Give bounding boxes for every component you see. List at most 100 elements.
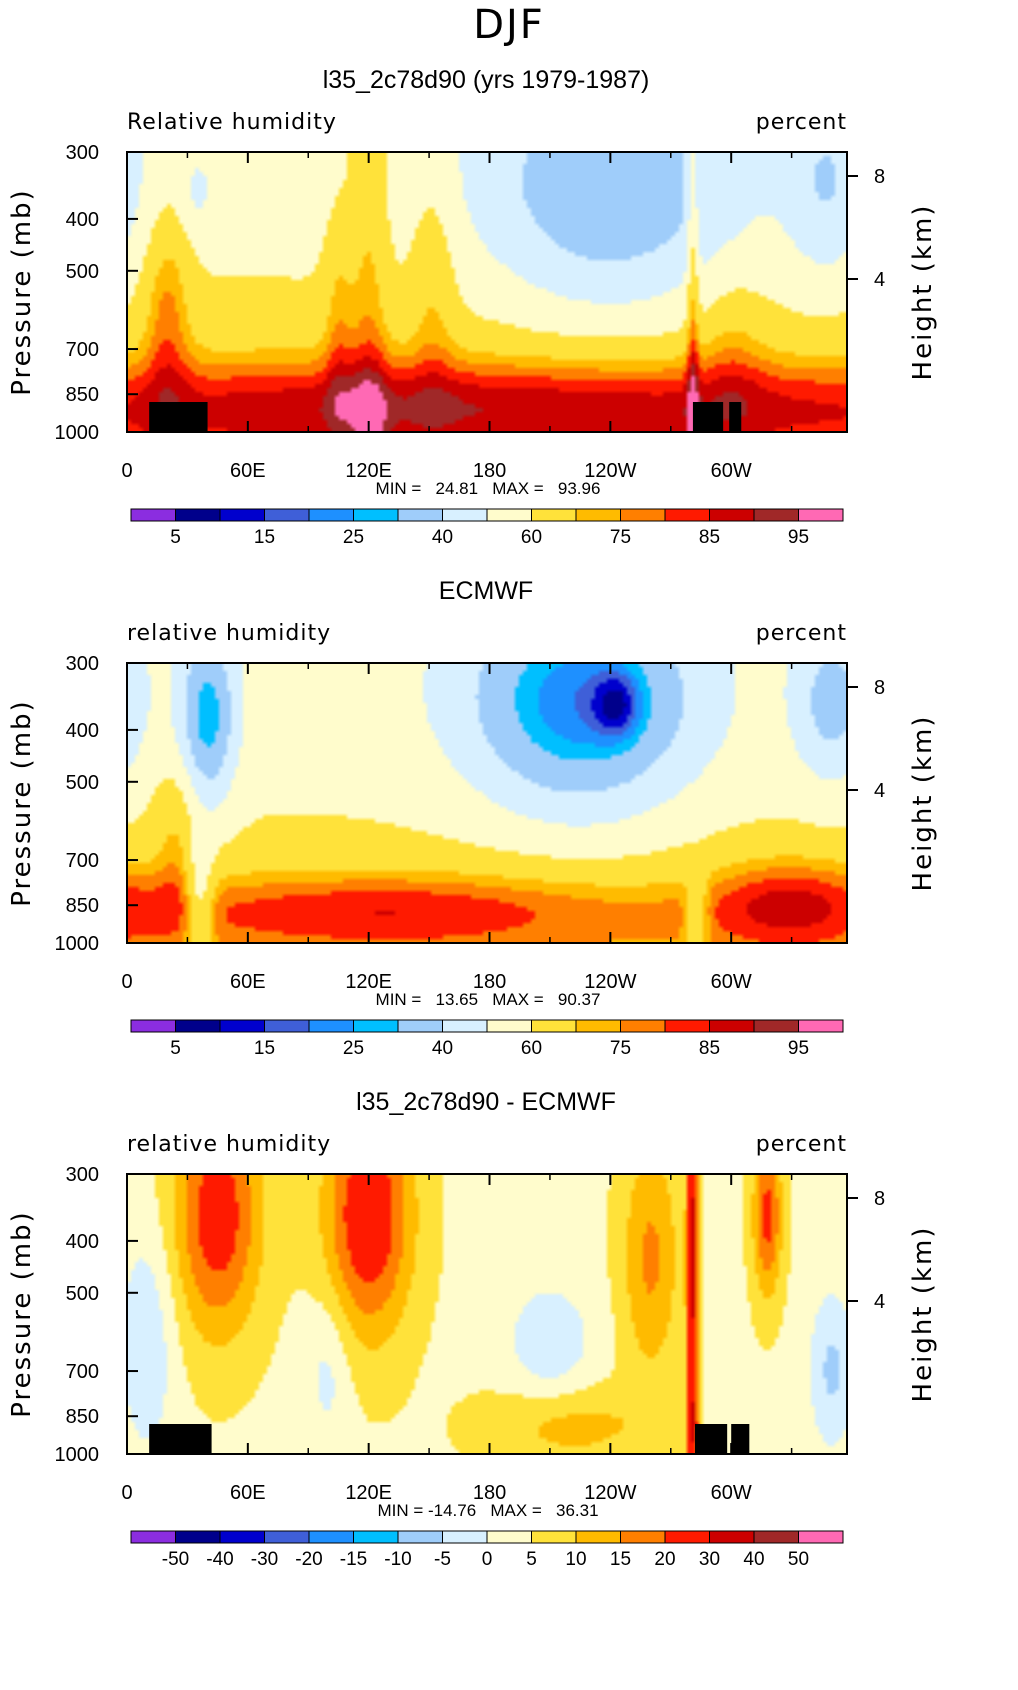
colorbar-swatch: [397, 1019, 443, 1033]
xtick-label: 120E: [345, 1482, 392, 1504]
ytick-right-label: 4: [874, 1291, 885, 1313]
xtick-label: 180: [473, 971, 506, 993]
ytick-label: 300: [66, 142, 99, 164]
colorbar-swatch: [486, 1530, 532, 1544]
colorbar-swatch: [575, 1019, 621, 1033]
topography-block: [694, 1424, 728, 1454]
colorbar-label: 5: [526, 1549, 537, 1570]
colorbar-label: 85: [699, 527, 720, 548]
colorbar-label: 15: [254, 527, 275, 548]
colorbar-swatch: [709, 508, 755, 522]
plot-frame: [126, 662, 848, 944]
colorbar-swatch: [620, 1530, 666, 1544]
colorbar-label: 40: [432, 527, 453, 548]
topography-block: [692, 402, 724, 432]
xtick-label: 60W: [711, 460, 752, 482]
ytick-label: 1000: [55, 422, 100, 444]
colorbar-swatch: [130, 1530, 176, 1544]
colorbar-swatch: [709, 1530, 755, 1544]
xtick-label: 0: [121, 460, 132, 482]
xtick-label: 60E: [230, 460, 266, 482]
colorbar-label: -20: [295, 1549, 322, 1570]
colorbar-swatch: [531, 1019, 577, 1033]
colorbar-swatch: [753, 1530, 799, 1544]
colorbar-label: 75: [610, 1038, 631, 1059]
xtick-label: 60E: [230, 1482, 266, 1504]
xtick-label: 60E: [230, 971, 266, 993]
xtick-label: 0: [121, 971, 132, 993]
field-label: Relative humidity: [127, 110, 337, 135]
topography-block: [149, 1424, 212, 1454]
colorbar-swatch: [798, 1019, 844, 1033]
colorbar-label: -10: [384, 1549, 411, 1570]
stats-label: MIN = 24.81 MAX = 93.96: [376, 479, 601, 498]
ytick-label: 300: [66, 1164, 99, 1186]
ytick-label: 1000: [55, 1444, 100, 1466]
ytick-label: 400: [66, 720, 99, 742]
colorbar-swatch: [219, 1530, 265, 1544]
colorbar-swatch: [664, 508, 710, 522]
colorbar-label: 30: [699, 1549, 720, 1570]
colorbar-swatch: [531, 1530, 577, 1544]
colorbar-swatch: [397, 1530, 443, 1544]
xtick-label: 60W: [711, 971, 752, 993]
xtick-label: 120W: [584, 971, 636, 993]
ytick-label: 500: [66, 1283, 99, 1305]
ytick-right-label: 4: [874, 269, 885, 291]
topography-block: [149, 402, 208, 432]
ytick-right-label: 8: [874, 677, 885, 699]
colorbar-label: -40: [206, 1549, 233, 1570]
ytick-label: 850: [66, 384, 99, 406]
ytick-label: 850: [66, 895, 99, 917]
colorbar-label: 25: [343, 1038, 364, 1059]
ytick-label: 1000: [55, 933, 100, 955]
colorbar-swatch: [620, 1019, 666, 1033]
ytick-label: 700: [66, 1361, 99, 1383]
colorbar-swatch: [175, 1530, 221, 1544]
colorbar-label: 40: [432, 1038, 453, 1059]
colorbar-swatch: [130, 508, 176, 522]
colorbar-swatch: [130, 1019, 176, 1033]
colorbar-label: 20: [654, 1549, 675, 1570]
colorbar-swatch: [353, 508, 399, 522]
colorbar-label: 60: [521, 1038, 542, 1059]
xtick-label: 0: [121, 1482, 132, 1504]
heatmap-field: [127, 663, 847, 943]
colorbar-swatch: [308, 508, 354, 522]
stats-label: MIN = -14.76 MAX = 36.31: [377, 1501, 598, 1520]
units-label: percent: [756, 621, 847, 646]
colorbar-label: 15: [254, 1038, 275, 1059]
ytick-label: 700: [66, 339, 99, 361]
colorbar-swatch: [753, 508, 799, 522]
colorbar-label: 5: [170, 1038, 181, 1059]
colorbar-swatch: [575, 1530, 621, 1544]
ylabel-height: Height (km): [908, 715, 938, 892]
panel-3: l35_2c78d90 - ECMWF relative humidity perc…: [7, 1088, 938, 1570]
field-label: relative humidity: [127, 621, 331, 646]
colorbar-swatch: [575, 508, 621, 522]
colorbar-label: -5: [434, 1549, 451, 1570]
colorbar-label: 40: [743, 1549, 764, 1570]
colorbar-swatch: [264, 1530, 310, 1544]
colorbar-label: 50: [788, 1549, 809, 1570]
plot-frame: [126, 151, 848, 433]
colorbar-swatch: [442, 1530, 488, 1544]
plot-frame: [126, 1173, 848, 1455]
ytick-label: 400: [66, 1231, 99, 1253]
xtick-label: 120W: [584, 460, 636, 482]
panel-1: l35_2c78d90 (yrs 1979-1987) Relative humi…: [7, 66, 938, 548]
colorbar-swatch: [219, 1019, 265, 1033]
colorbar-swatch: [798, 508, 844, 522]
colorbar-swatch: [264, 1019, 310, 1033]
colorbar-label: 10: [565, 1549, 586, 1570]
colorbar-swatch: [486, 508, 532, 522]
colorbar-swatch: [442, 508, 488, 522]
xtick-label: 180: [473, 460, 506, 482]
page-title: DJF: [473, 2, 545, 48]
topography-block: [729, 402, 742, 432]
colorbar-swatch: [264, 508, 310, 522]
colorbar-swatch: [219, 508, 265, 522]
panel-title: ECMWF: [439, 577, 533, 605]
